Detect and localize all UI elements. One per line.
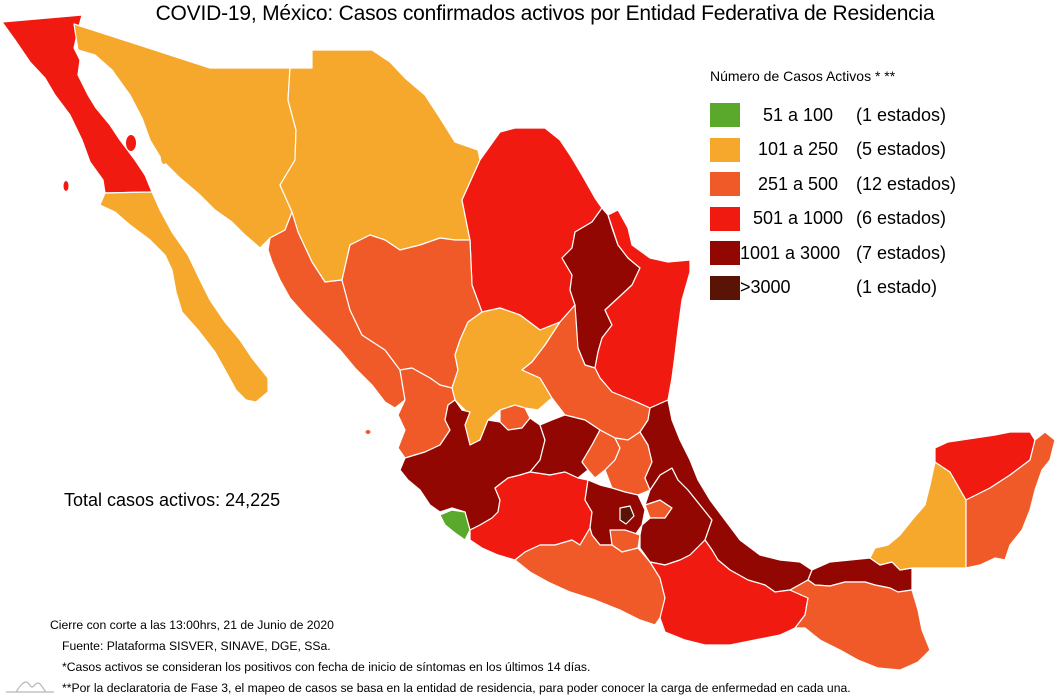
legend-count: (1 estado) [856, 277, 938, 298]
island-small [161, 152, 167, 164]
state-colima [439, 509, 471, 541]
footnotes: Cierre con corte a las 13:00hrs, 21 de J… [50, 615, 851, 699]
legend-swatch-dark-red [710, 241, 740, 266]
state-guerrero [514, 527, 666, 626]
legend-range: 1001 a 3000 [740, 242, 841, 263]
state-chiapas [789, 579, 931, 671]
legend-item: 51 a 100 (1 estados) [710, 98, 1010, 133]
total-active-cases: Total casos activos: 24,225 [64, 490, 281, 510]
legend-count: (6 estados) [856, 208, 947, 229]
active-cases-definition-note: *Casos activos se consideran los positiv… [62, 660, 591, 674]
state-baja-california-sur [99, 191, 269, 403]
legend-range: 251 a 500 [757, 173, 839, 194]
legend: Número de Casos Activos * ** 51 a 100 (1… [710, 68, 1010, 305]
legend-count: (12 estados) [856, 173, 957, 194]
state-ciudad-de-mexico [619, 505, 635, 525]
legend-range: 101 a 250 [757, 139, 839, 160]
cutoff-note: Cierre con corte a las 13:00hrs, 21 de J… [50, 618, 334, 632]
legend-range: 501 a 1000 [752, 208, 844, 229]
mountain-logo-icon [6, 681, 54, 693]
map-title: COVID-19, México: Casos confirmados acti… [155, 2, 935, 25]
legend-swatch-yellow [710, 137, 740, 162]
legend-item: 251 a 500 (12 estados) [710, 167, 1010, 202]
state-sinaloa [267, 211, 406, 409]
legend-range: >3000 [740, 277, 791, 298]
state-quintana-roo [965, 431, 1056, 569]
legend-item: >3000 (1 estado) [710, 271, 1010, 306]
legend-count: (1 estados) [856, 104, 947, 125]
island-cedros [63, 181, 69, 191]
island-tiburon [126, 135, 136, 151]
legend-item: 101 a 250 (5 estados) [710, 133, 1010, 168]
legend-item: 501 a 1000 (6 estados) [710, 202, 1010, 237]
legend-swatch-orange [710, 172, 740, 197]
state-campeche [869, 461, 967, 571]
legend-count: (5 estados) [856, 139, 947, 160]
legend-range: 51 a 100 [762, 104, 834, 125]
island-revillagigedo [365, 430, 371, 434]
legend-count: (7 estados) [856, 242, 947, 263]
legend-swatch-green [710, 103, 740, 128]
legend-item: 1001 a 3000 (7 estados) [710, 236, 1010, 271]
legend-swatch-brown [710, 275, 740, 300]
phase-3-note: **Por la declaratoria de Fase 3, el mape… [62, 681, 851, 695]
source-note: Fuente: Plataforma SISVER, SINAVE, DGE, … [62, 639, 331, 653]
legend-title: Número de Casos Activos * ** [710, 68, 896, 84]
legend-swatch-red [710, 206, 740, 231]
state-baja-california [1, 14, 153, 194]
